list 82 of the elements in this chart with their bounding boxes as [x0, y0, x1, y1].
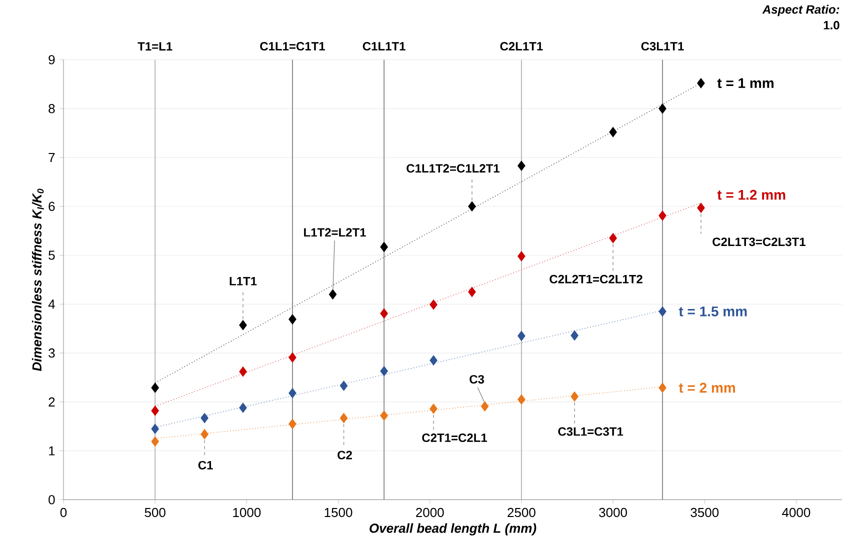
annotation: C2L2T1=C2L1T2	[550, 274, 642, 284]
x-tick-label: 0	[60, 508, 67, 518]
point	[288, 352, 296, 362]
point	[380, 366, 388, 376]
point	[380, 410, 388, 421]
point	[468, 201, 476, 212]
point	[570, 330, 578, 340]
x-tick-label: 500	[144, 508, 166, 518]
series-label: t = 1.2 mm	[717, 190, 786, 200]
annotation: C3	[470, 375, 484, 384]
ref-line-label: T1=L1	[138, 42, 172, 51]
y-tick-label: 9	[48, 55, 55, 64]
ref-line-label: C2L1T1	[500, 42, 543, 51]
point	[239, 402, 247, 413]
text: Aspect Ratio:	[762, 4, 840, 16]
x-tick-label: 4000	[782, 508, 810, 518]
point	[151, 436, 159, 447]
point	[658, 382, 666, 393]
point	[609, 127, 617, 138]
point	[151, 424, 159, 434]
annotation: L1T2=L2T1	[304, 228, 366, 237]
point	[288, 388, 296, 398]
point	[151, 406, 159, 416]
point	[518, 394, 526, 404]
point	[658, 306, 666, 316]
y-tick-label: 0	[48, 495, 55, 504]
point	[697, 78, 705, 88]
point	[430, 404, 438, 414]
annotation: C1	[198, 460, 213, 470]
y-tick-label: 8	[48, 104, 55, 114]
x-tick-label: 1500	[324, 508, 352, 518]
y-axis-title: Dimensionless stiffness K$_{l}$/K$_{0}$	[32, 188, 44, 372]
point	[468, 286, 476, 297]
point	[328, 289, 337, 300]
series-label: t = 1 mm	[717, 78, 774, 88]
annotation: C2	[338, 450, 352, 460]
point	[200, 429, 208, 440]
point	[658, 210, 666, 221]
annotation: C2T1=C2L1	[422, 434, 488, 442]
point	[380, 242, 388, 252]
annotation: C1L1T2=C1L2T1	[406, 164, 500, 173]
y-tick-label: 2	[48, 397, 55, 406]
ref-line-label: C1L1=C1T1	[260, 42, 325, 51]
x-axis-title: Overall bead length L (mm)	[370, 523, 536, 536]
point	[570, 392, 578, 402]
point	[288, 418, 296, 429]
point	[340, 413, 348, 424]
point	[658, 104, 666, 114]
ref-line-label: C1L1T1	[362, 42, 406, 51]
point	[480, 401, 489, 412]
point	[518, 160, 526, 171]
y-tick-label: 1	[49, 446, 55, 456]
point	[200, 413, 208, 424]
x-tick-label: 1000	[233, 508, 261, 518]
point	[340, 380, 348, 391]
point	[430, 300, 438, 310]
x-tick-label: 2500	[508, 508, 536, 518]
point	[518, 330, 526, 341]
point	[697, 202, 705, 213]
point	[518, 251, 526, 262]
y-tick-label: 6	[48, 202, 55, 211]
x-tick-label: 3500	[690, 508, 719, 518]
series-label: t = 1.5 mm	[678, 306, 747, 316]
annotation: C3L1=C3T1	[558, 427, 624, 436]
point	[380, 308, 388, 318]
y-tick-label: 3	[48, 348, 55, 358]
y-tick-label: 7	[48, 153, 55, 162]
x-tick-label: 2000	[416, 508, 444, 518]
annotation: C2L1T3=C2L3T1	[712, 238, 806, 246]
point	[609, 233, 617, 244]
annotation: L1T1	[230, 277, 257, 286]
ref-line-label: C3L1T1	[641, 42, 684, 51]
point	[151, 382, 159, 393]
y-tick-label: 5	[48, 250, 55, 260]
series-label: t = 2 mm	[678, 382, 736, 393]
point	[288, 314, 296, 324]
x-tick-label: 3000	[599, 508, 627, 518]
point	[239, 320, 247, 330]
text: 1.0	[824, 20, 840, 30]
point	[239, 366, 247, 377]
y-tick-label: 4	[48, 300, 55, 309]
point	[430, 355, 438, 366]
